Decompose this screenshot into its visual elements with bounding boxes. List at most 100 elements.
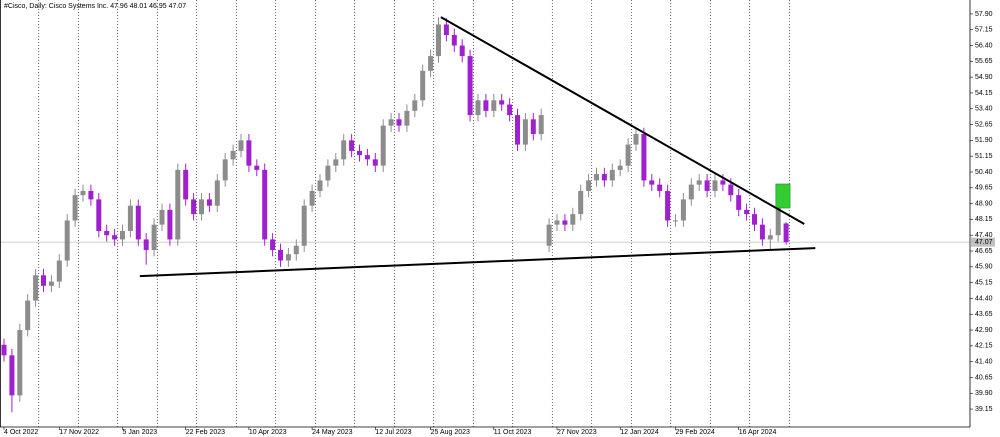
candle-body bbox=[491, 100, 497, 111]
candle-body bbox=[199, 199, 204, 215]
candle-body bbox=[522, 119, 528, 145]
candle-body bbox=[159, 209, 165, 225]
candle-body bbox=[104, 230, 110, 236]
candle-body bbox=[238, 140, 244, 151]
candle-body bbox=[270, 239, 276, 250]
x-tick-label: 25 Aug 2023 bbox=[431, 429, 470, 436]
candle-body bbox=[609, 169, 615, 181]
candle-body bbox=[9, 355, 15, 396]
candle-body bbox=[214, 180, 220, 206]
candle-body bbox=[333, 159, 339, 166]
candle-body bbox=[499, 100, 505, 105]
candle-body bbox=[357, 150, 362, 156]
candle-body bbox=[175, 169, 181, 240]
y-tick-label: 47.40 bbox=[975, 232, 993, 239]
candle-body bbox=[372, 159, 378, 166]
candle-body bbox=[120, 230, 125, 240]
candle-body bbox=[696, 180, 702, 185]
x-tick-label: 12 Jan 2024 bbox=[620, 429, 659, 436]
y-tick-label: 51.90 bbox=[975, 137, 993, 144]
candle-body bbox=[530, 119, 536, 135]
y-tick-label: 41.40 bbox=[975, 359, 993, 366]
candle-body bbox=[96, 199, 102, 231]
y-tick-label: 54.90 bbox=[975, 74, 993, 81]
candle-body bbox=[112, 235, 118, 240]
candle-body bbox=[127, 205, 133, 231]
candle-body bbox=[459, 45, 465, 57]
candle-body bbox=[262, 169, 268, 240]
candle-body bbox=[325, 165, 331, 181]
candle-body bbox=[33, 275, 39, 301]
candle-body bbox=[143, 239, 149, 250]
candle-body bbox=[428, 56, 434, 71]
candle-body bbox=[301, 205, 307, 246]
candle-body bbox=[317, 180, 323, 191]
last-price-tag bbox=[971, 237, 995, 247]
candle-body bbox=[420, 70, 426, 101]
y-tick-label: 52.65 bbox=[975, 121, 993, 128]
candle-body bbox=[594, 174, 599, 181]
y-tick-label: 45.90 bbox=[975, 264, 993, 271]
last-price-label: 47.07 bbox=[975, 239, 993, 246]
candle-body bbox=[515, 115, 520, 145]
y-tick-label: 48.90 bbox=[975, 200, 993, 207]
candle-body bbox=[601, 174, 607, 181]
y-tick-label: 50.40 bbox=[975, 169, 993, 176]
y-tick-label: 39.90 bbox=[975, 390, 993, 397]
candle-body bbox=[578, 190, 584, 215]
candle-body bbox=[483, 100, 489, 111]
y-tick-label: 45.15 bbox=[975, 279, 993, 286]
candle-body bbox=[617, 165, 623, 170]
candle-body bbox=[475, 100, 481, 116]
candle-body bbox=[744, 209, 750, 215]
candle-body bbox=[191, 199, 197, 215]
y-tick-label: 55.65 bbox=[975, 58, 993, 65]
x-tick-label: 4 Oct 2022 bbox=[4, 429, 38, 436]
x-tick-label: 12 Jul 2023 bbox=[375, 429, 411, 436]
candle-body bbox=[633, 134, 639, 145]
candle-body bbox=[554, 220, 560, 225]
y-tick-label: 51.15 bbox=[975, 153, 993, 160]
x-tick-label: 5 Jan 2023 bbox=[123, 429, 158, 436]
candle-body bbox=[704, 180, 710, 191]
candle-body bbox=[80, 190, 86, 196]
candle-body bbox=[293, 245, 299, 255]
candle-body bbox=[349, 140, 355, 151]
candle-body bbox=[64, 220, 70, 261]
trendline bbox=[440, 16, 805, 225]
y-tick-label: 57.15 bbox=[975, 27, 993, 34]
candle-body bbox=[680, 199, 686, 221]
candle-body bbox=[56, 260, 62, 282]
candle-body bbox=[728, 184, 734, 196]
y-tick-label: 44.40 bbox=[975, 295, 993, 302]
candle-body bbox=[341, 140, 347, 160]
x-tick-label: 11 Oct 2023 bbox=[494, 429, 532, 436]
candle-body bbox=[309, 190, 315, 206]
candle-body bbox=[673, 220, 678, 222]
candle-body bbox=[364, 155, 370, 160]
highlight-box bbox=[775, 183, 791, 209]
candle-body bbox=[285, 254, 291, 261]
candle-body bbox=[767, 235, 773, 240]
x-tick-label: 29 Feb 2024 bbox=[676, 429, 715, 436]
x-tick-label: 22 Feb 2023 bbox=[186, 429, 225, 436]
candle-body bbox=[1, 344, 7, 356]
candle-body bbox=[88, 190, 94, 200]
candle-body bbox=[562, 220, 568, 225]
y-tick-label: 53.40 bbox=[975, 106, 993, 113]
candle-body bbox=[246, 140, 252, 166]
candle-body bbox=[736, 195, 742, 210]
x-tick-label: 16 Apr 2024 bbox=[739, 429, 777, 436]
candle-body bbox=[380, 125, 386, 166]
x-tick-label: 24 May 2023 bbox=[312, 429, 353, 436]
candle-body bbox=[230, 150, 236, 160]
candle-body bbox=[783, 223, 789, 243]
y-tick-label: 42.15 bbox=[975, 343, 993, 350]
candle-body bbox=[641, 134, 647, 181]
candle-body bbox=[254, 165, 260, 170]
candle-body bbox=[586, 180, 592, 191]
x-tick-label: 10 Apr 2023 bbox=[249, 429, 287, 436]
candle-body bbox=[712, 180, 718, 191]
candle-body bbox=[412, 100, 418, 111]
